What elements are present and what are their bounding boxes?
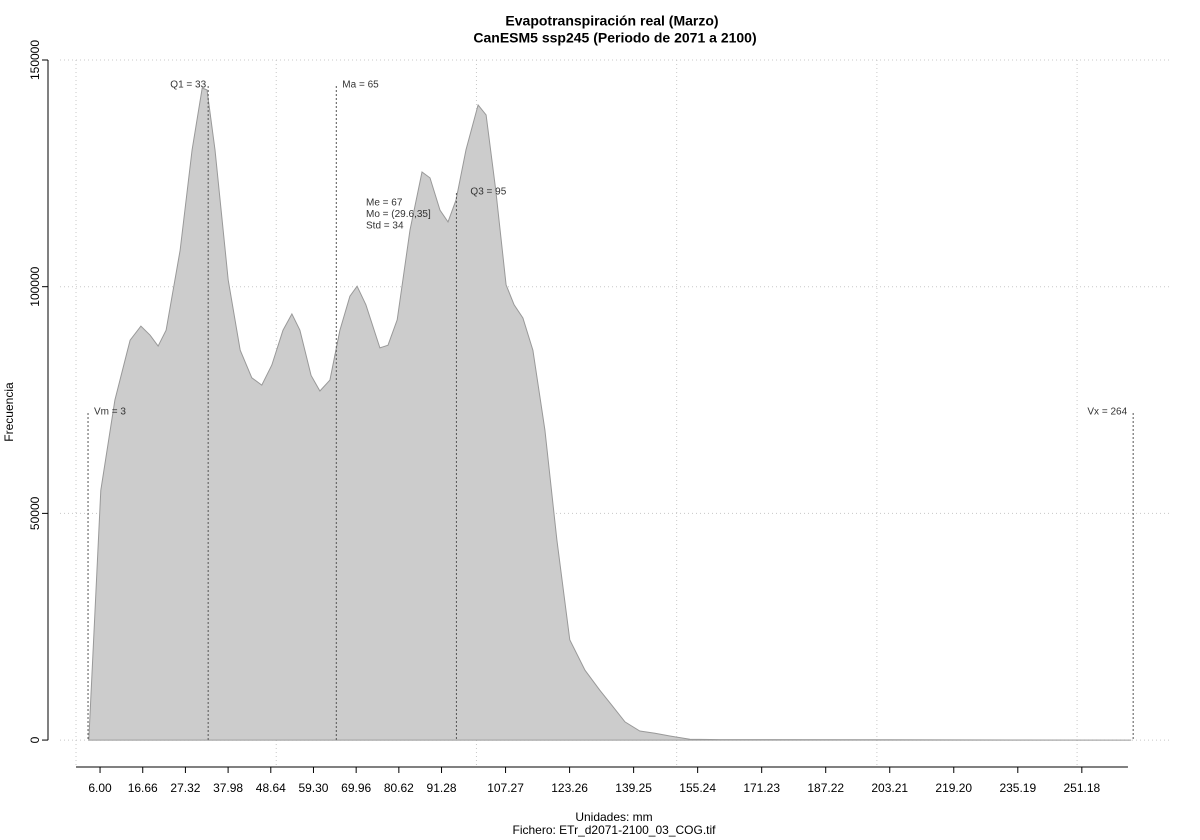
x-axis-label: Unidades: mm [575, 810, 652, 824]
x-tick-label: 123.26 [551, 781, 588, 795]
y-tick-label: 0 [28, 736, 42, 743]
marker-label: Vx = 264 [1087, 407, 1127, 418]
stat-label: Std = 34 [366, 221, 404, 232]
x-tick-label: 91.28 [427, 781, 457, 795]
x-tick-label: 203.21 [871, 781, 908, 795]
stat-label: Mo = (29.6,35] [366, 209, 431, 220]
x-tick-label: 251.18 [1063, 781, 1100, 795]
y-tick-label: 100000 [28, 266, 42, 306]
chart-subtitle: CanESM5 ssp245 (Periodo de 2071 a 2100) [473, 30, 756, 46]
x-tick-label: 59.30 [298, 781, 328, 795]
x-tick-label: 171.23 [743, 781, 780, 795]
x-tick-label: 37.98 [213, 781, 243, 795]
stat-label: Me = 67 [366, 198, 403, 209]
x-tick-label: 187.22 [807, 781, 844, 795]
y-axis-label: Frecuencia [2, 382, 16, 442]
marker-label: Vm = 3 [94, 407, 126, 418]
x-tick-label: 48.64 [256, 781, 286, 795]
file-label: Fichero: ETr_d2071-2100_03_COG.tif [513, 823, 717, 837]
marker-label: Q1 = 33 [170, 80, 206, 91]
y-tick-label: 150000 [28, 40, 42, 80]
x-tick-label: 219.20 [935, 781, 972, 795]
x-tick-label: 139.25 [615, 781, 652, 795]
x-tick-label: 155.24 [679, 781, 716, 795]
x-tick-label: 235.19 [999, 781, 1036, 795]
x-tick-label: 69.96 [341, 781, 371, 795]
marker-label: Ma = 65 [342, 80, 379, 91]
x-tick-label: 6.00 [88, 781, 112, 795]
y-tick-label: 50000 [28, 496, 42, 530]
x-tick-label: 16.66 [128, 781, 158, 795]
x-tick-label: 107.27 [487, 781, 524, 795]
chart-title: Evapotranspiración real (Marzo) [505, 13, 718, 29]
density-area [88, 87, 1132, 741]
marker-label: Q3 = 95 [470, 187, 506, 198]
x-tick-label: 80.62 [384, 781, 414, 795]
x-tick-label: 27.32 [170, 781, 200, 795]
